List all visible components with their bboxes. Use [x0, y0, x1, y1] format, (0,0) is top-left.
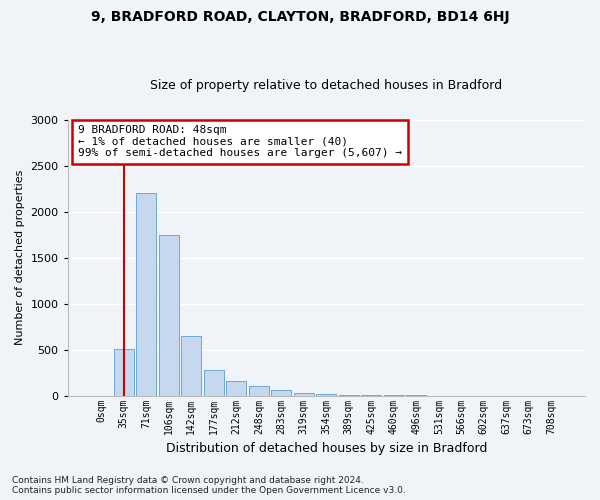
- Bar: [226, 382, 247, 396]
- X-axis label: Distribution of detached houses by size in Bradford: Distribution of detached houses by size …: [166, 442, 487, 455]
- Bar: [181, 336, 202, 396]
- Bar: [204, 370, 224, 396]
- Bar: [294, 393, 314, 396]
- Bar: [316, 394, 337, 396]
- Bar: [249, 386, 269, 396]
- Text: Contains HM Land Registry data © Crown copyright and database right 2024.
Contai: Contains HM Land Registry data © Crown c…: [12, 476, 406, 495]
- Text: 9 BRADFORD ROAD: 48sqm
← 1% of detached houses are smaller (40)
99% of semi-deta: 9 BRADFORD ROAD: 48sqm ← 1% of detached …: [78, 125, 402, 158]
- Y-axis label: Number of detached properties: Number of detached properties: [15, 170, 25, 346]
- Text: 9, BRADFORD ROAD, CLAYTON, BRADFORD, BD14 6HJ: 9, BRADFORD ROAD, CLAYTON, BRADFORD, BD1…: [91, 10, 509, 24]
- Bar: [136, 193, 157, 396]
- Bar: [114, 348, 134, 396]
- Bar: [271, 390, 292, 396]
- Bar: [159, 234, 179, 396]
- Bar: [339, 395, 359, 396]
- Title: Size of property relative to detached houses in Bradford: Size of property relative to detached ho…: [150, 79, 502, 92]
